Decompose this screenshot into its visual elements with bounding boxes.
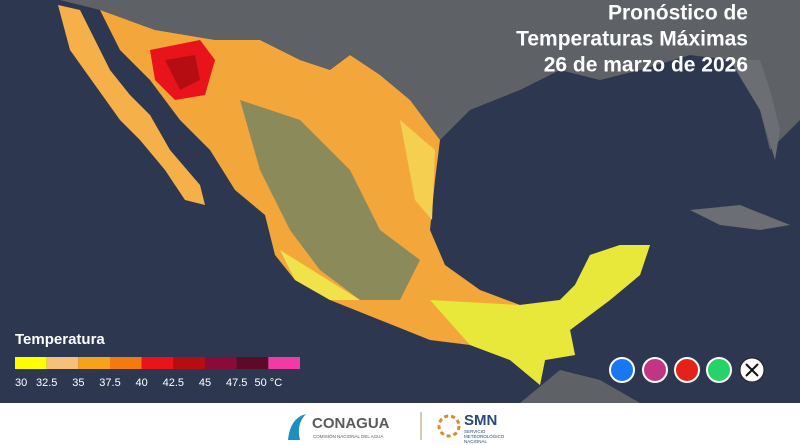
youtube-icon[interactable] xyxy=(674,357,700,383)
whatsapp-icon[interactable] xyxy=(706,357,732,383)
legend-swatch xyxy=(205,357,237,369)
instagram-icon[interactable] xyxy=(642,357,668,383)
legend-label: 32.5 xyxy=(36,377,57,389)
legend-swatch xyxy=(15,357,47,369)
footer xyxy=(0,403,800,445)
legend-swatch xyxy=(173,357,205,369)
central-america xyxy=(520,370,640,403)
smn-name: SMN xyxy=(464,412,497,429)
highlands xyxy=(240,100,420,300)
legend-swatch xyxy=(236,357,269,369)
smn-subtitle-line: NACIONAL xyxy=(464,439,488,444)
legend-swatch xyxy=(78,357,110,369)
title: Pronóstico de Temperaturas Máximas 26 de m… xyxy=(516,2,748,77)
title-line: 26 de marzo de 2026 xyxy=(544,54,748,77)
legend-label: 40 xyxy=(136,377,148,389)
title-line: Temperaturas Máximas xyxy=(516,28,748,51)
legend-swatch xyxy=(141,357,174,369)
legend-label: 45 xyxy=(199,377,211,389)
legend-swatch xyxy=(46,357,79,369)
pacific-coast xyxy=(280,250,360,300)
smn-subtitle-line: SERVICIO xyxy=(464,429,486,434)
hottest-zone xyxy=(165,55,200,90)
southeast-warm xyxy=(430,245,650,385)
legend-title: Temperatura xyxy=(15,331,105,348)
legend-label: 50 °C xyxy=(255,377,283,389)
conagua-name: CONAGUA xyxy=(312,415,390,432)
title-line: Pronóstico de xyxy=(608,2,748,25)
smn-logo xyxy=(437,414,461,438)
legend-label: 35 xyxy=(72,377,84,389)
legend-swatch xyxy=(110,357,142,369)
conagua-subtitle: COMISIÓN NACIONAL DEL AGUA xyxy=(313,433,383,439)
florida xyxy=(730,60,780,160)
legend-label: 30 xyxy=(15,377,27,389)
conagua-logo xyxy=(288,414,306,440)
facebook-icon[interactable] xyxy=(609,357,635,383)
legend: 30 32.5 35 37.5 40 42.5 45 47.5 50 °C xyxy=(15,357,300,389)
gulf-coast xyxy=(400,120,435,220)
legend-swatch xyxy=(268,357,300,369)
mexico-mainland xyxy=(100,10,650,385)
legend-label: 47.5 xyxy=(226,377,247,389)
smn-subtitle-line: METEOROLÓGICO xyxy=(464,433,505,439)
cuba xyxy=(690,205,790,230)
legend-label: 42.5 xyxy=(163,377,184,389)
baja-california xyxy=(58,5,205,205)
legend-label: 37.5 xyxy=(99,377,120,389)
social-icons xyxy=(609,357,765,383)
x-glyph xyxy=(745,363,759,377)
